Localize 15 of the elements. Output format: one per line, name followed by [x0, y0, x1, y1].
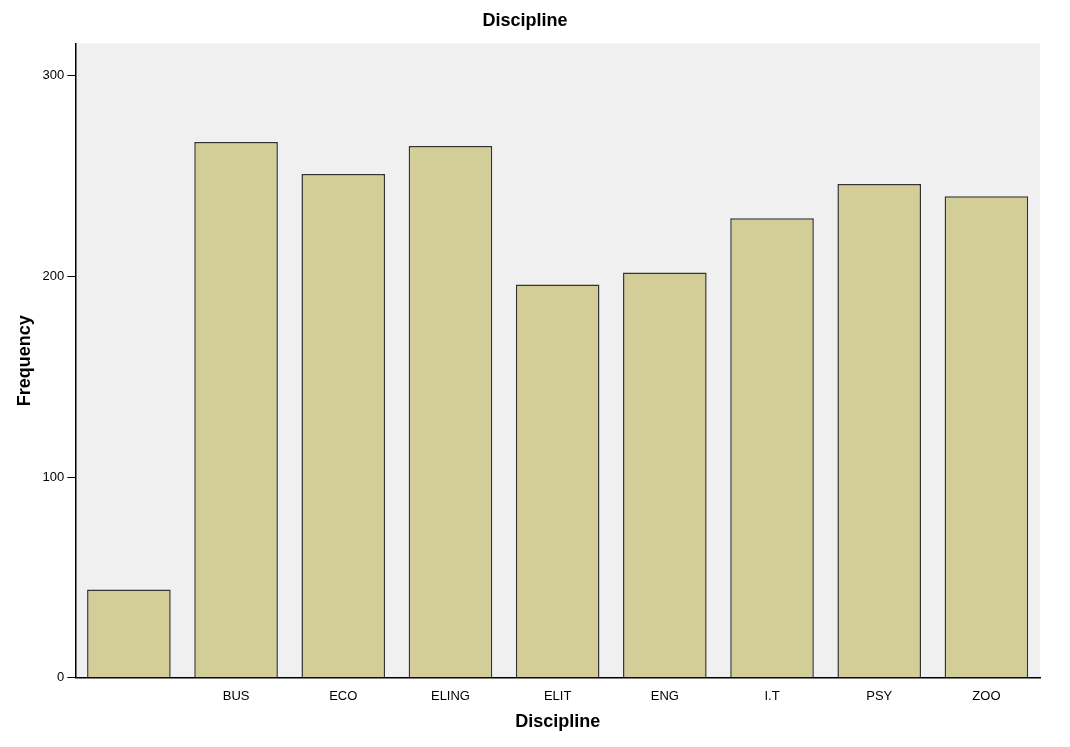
x-tick-label: ECO [329, 688, 358, 704]
x-tick-label: ELIT [543, 688, 572, 704]
x-tick-label: ZOO [972, 688, 1001, 704]
y-tick-label: 100 [42, 468, 65, 484]
y-tick-label: 0 [57, 669, 65, 685]
x-tick-label: ELING [430, 688, 470, 704]
y-tick-label: 200 [42, 267, 65, 283]
x-tick-label: I.T [764, 688, 780, 704]
x-tick-label: BUS [222, 688, 250, 704]
y-tick-label: 300 [42, 67, 65, 83]
chart-title: Discipline [482, 9, 568, 30]
x-tick-label: PSY [866, 688, 893, 704]
y-axis-title: Frequency [13, 315, 34, 407]
x-axis-title: Discipline [515, 711, 601, 732]
x-tick-label: ENG [650, 688, 679, 704]
